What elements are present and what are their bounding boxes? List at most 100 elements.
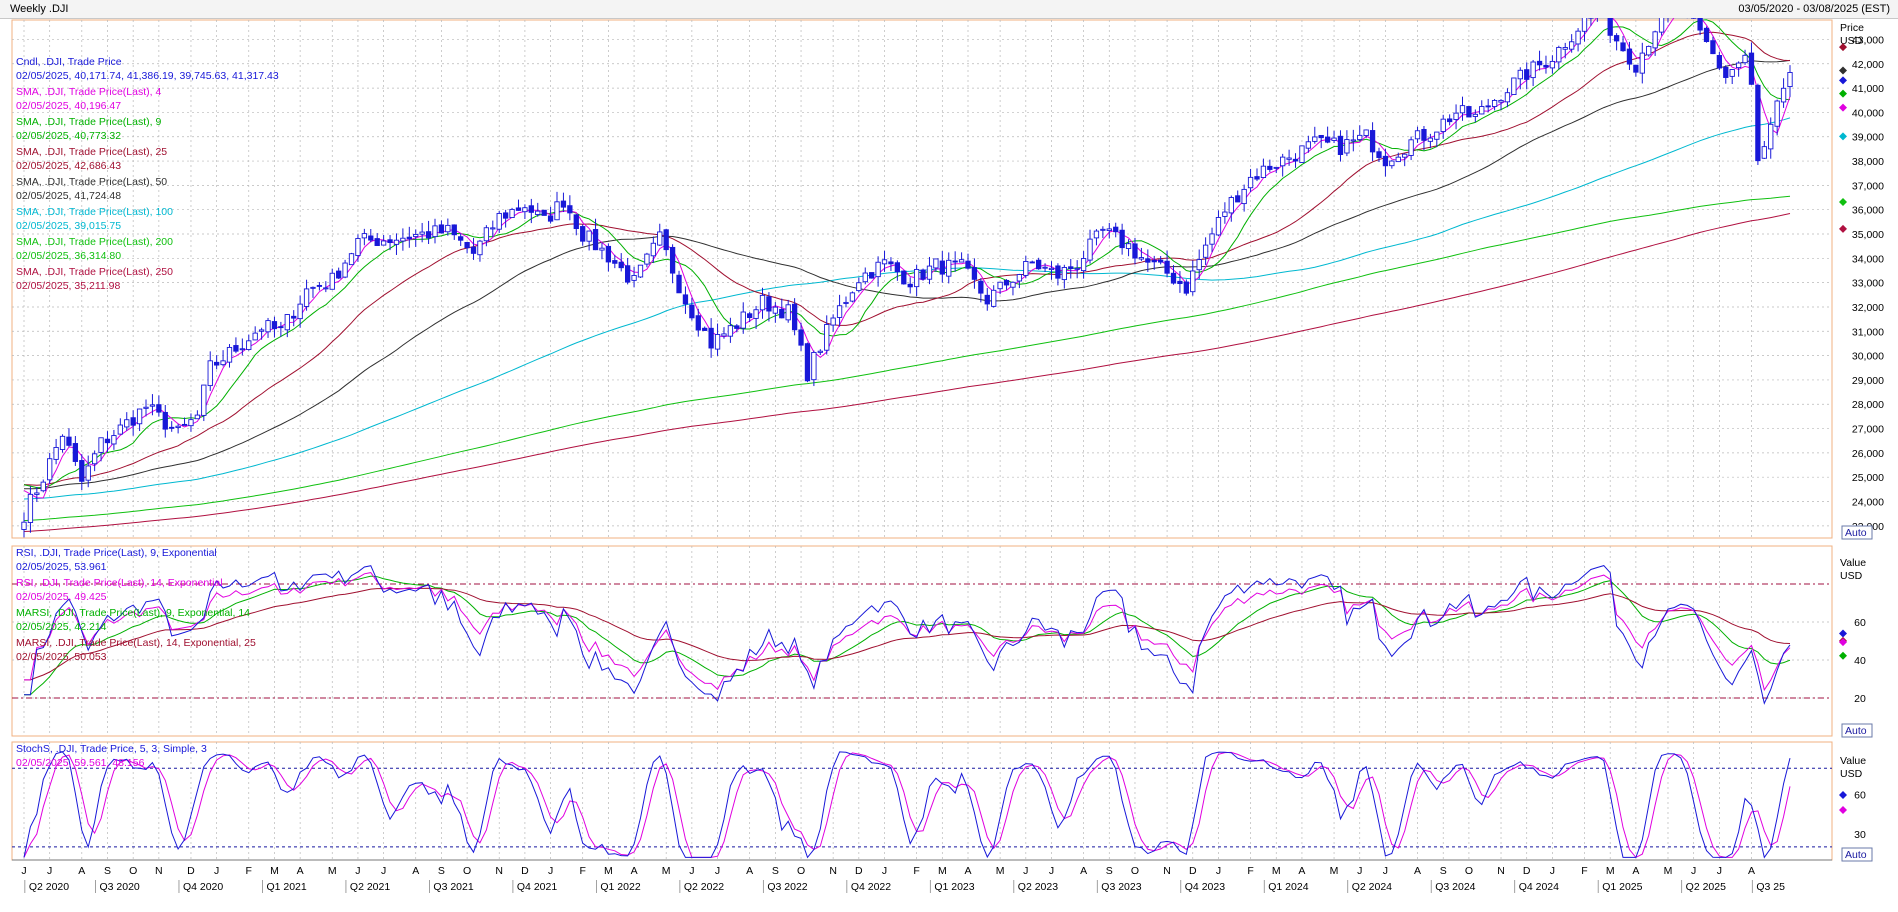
candle: [612, 254, 618, 269]
candle: [618, 253, 624, 272]
candle: [1273, 166, 1279, 174]
candle: [644, 252, 650, 268]
candle-body-up: [644, 253, 650, 265]
candle: [477, 239, 483, 262]
stoch-auto-button[interactable]: [1841, 847, 1873, 862]
candle-body-up: [637, 264, 644, 278]
price-legend-value: 02/05/2025, 40,196.47: [16, 100, 121, 112]
candle: [1498, 99, 1504, 110]
candle: [676, 270, 682, 294]
candle: [535, 202, 541, 217]
candle-body-down: [181, 423, 188, 426]
candle-body-down: [1421, 128, 1427, 141]
candle-body-up: [958, 259, 965, 263]
candle-body-up: [59, 435, 66, 450]
candle-body-down: [1267, 165, 1273, 170]
candle-body-down: [425, 231, 432, 239]
candle: [1010, 281, 1016, 296]
candlesticks: [21, 18, 1793, 538]
candle-body-down: [907, 283, 913, 288]
candle-body-down: [798, 329, 804, 346]
month-tick-label: M: [996, 865, 1005, 877]
candle: [169, 421, 175, 432]
chart-area[interactable]: 23,00024,00025,00026,00027,00028,00029,0…: [0, 18, 1898, 912]
candle-body-down: [580, 226, 586, 242]
price-tick-label: 33,000: [1852, 278, 1884, 290]
candle: [740, 302, 746, 334]
candle: [1228, 195, 1234, 222]
candle: [226, 344, 233, 368]
candle-body-down: [888, 261, 894, 265]
candle: [689, 297, 695, 321]
price-legend: Cndl, .DJI, Trade Price 02/05/2025, 40,17…: [16, 56, 279, 292]
candle: [1517, 67, 1523, 90]
candle: [1382, 148, 1389, 177]
candle: [714, 323, 721, 356]
candle-body-down: [1369, 130, 1376, 153]
candle-body-up: [1215, 217, 1222, 236]
candle-body-up: [843, 301, 849, 304]
candle: [1466, 105, 1472, 118]
candle: [1543, 55, 1549, 74]
candle-body-up: [875, 261, 881, 278]
candle-body-down: [1716, 55, 1723, 69]
quarter-tick-label: Q2 2022: [684, 881, 724, 893]
price-marker-diamond: [1839, 66, 1847, 75]
candle-body-up: [1459, 105, 1466, 114]
candle: [1524, 62, 1530, 90]
month-tick-label: O: [1465, 865, 1473, 877]
candle-body-down: [156, 404, 162, 413]
rsi-marker-diamond: [1839, 629, 1847, 638]
candle: [85, 455, 91, 488]
candle: [1479, 100, 1485, 115]
candle-body-up: [1453, 112, 1459, 120]
candle-body-up: [1125, 243, 1132, 249]
month-tick-label: A: [1298, 865, 1305, 877]
quarter-tick-label: Q2 2020: [29, 881, 69, 893]
candle: [1222, 202, 1228, 224]
candle-body-down: [1626, 48, 1633, 65]
candle: [1318, 134, 1324, 149]
candle-body-up: [27, 493, 34, 523]
candle: [1569, 34, 1575, 53]
rsi-auto-button[interactable]: [1841, 723, 1873, 738]
candle: [772, 302, 779, 323]
candle: [1202, 237, 1209, 265]
candle: [580, 224, 586, 246]
candle: [149, 394, 156, 416]
candle: [66, 428, 72, 447]
candle-body-up: [1228, 197, 1234, 214]
candle: [400, 228, 406, 251]
rsi-marker-diamond: [1839, 651, 1847, 660]
candle: [1183, 279, 1189, 296]
candle-body-up: [1780, 87, 1787, 103]
price-auto-button[interactable]: [1841, 525, 1873, 540]
candle: [1292, 153, 1299, 168]
candle-body-up: [1093, 230, 1100, 239]
candle: [747, 312, 753, 323]
candle: [175, 423, 181, 434]
candle-body-down: [1292, 158, 1299, 162]
candle: [1029, 260, 1035, 264]
candle: [1446, 114, 1453, 126]
candle-body-down: [464, 241, 470, 249]
month-tick-label: J: [1717, 865, 1722, 877]
price-tick-label: 24,000: [1852, 497, 1884, 509]
month-tick-label: O: [797, 865, 805, 877]
candle: [1344, 130, 1350, 157]
candle-body-down: [541, 209, 547, 216]
candle-body-up: [1549, 60, 1556, 69]
candle-body-up: [265, 320, 271, 333]
candle-body-down: [162, 411, 168, 430]
candle-body-down: [939, 260, 945, 275]
month-tick-label: S: [104, 865, 111, 877]
month-tick-label: M: [604, 865, 613, 877]
month-tick-label: D: [855, 865, 863, 877]
month-tick-label: A: [964, 865, 971, 877]
candle-body-up: [1768, 123, 1774, 150]
candle: [849, 291, 856, 303]
candle: [1402, 153, 1408, 167]
candle-body-down: [387, 239, 393, 244]
candle-body-up: [522, 207, 528, 213]
candle-body-down: [984, 294, 990, 305]
